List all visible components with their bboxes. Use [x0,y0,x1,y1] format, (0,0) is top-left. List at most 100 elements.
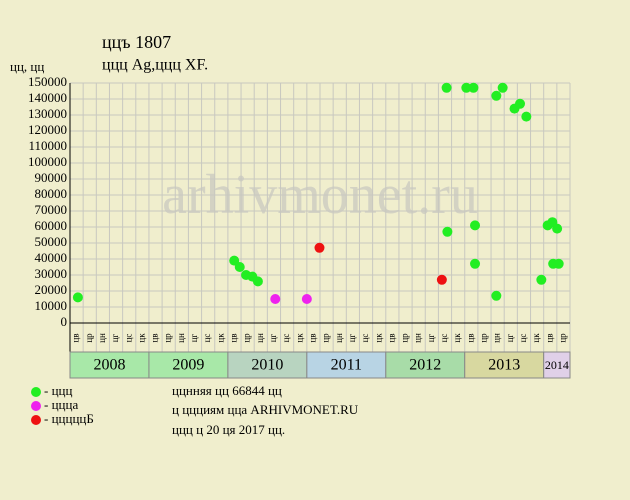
legend-label: - ццца [44,397,78,412]
month-label: цк [136,333,146,343]
legend-marker [31,387,41,397]
data-point [252,276,263,287]
year-label: 2010 [251,357,283,374]
y-tick-label: 130000 [28,106,67,121]
month-label: цс [360,334,370,343]
y-tick-label: 50000 [35,234,68,249]
month-label: цс [123,334,133,343]
y-tick-label: 140000 [28,90,67,105]
y-tick-label: 150000 [28,74,67,89]
data-point [553,258,564,269]
month-label: цг [268,333,278,342]
month-label: цн [492,333,502,343]
info-line: ццнняя цц 66844 цц [172,383,282,398]
legend-label: - цццццБ [44,411,94,426]
data-point [491,90,502,101]
data-point [314,242,325,253]
y-tick-label: 10000 [35,298,68,313]
y-axis-label: цц, цц [10,59,44,74]
y-tick-label: 90000 [35,170,68,185]
month-label: цг [505,333,515,342]
year-band [543,351,571,379]
data-point [441,82,452,93]
month-label: цс [518,334,528,343]
month-label: цс [202,334,212,343]
month-label: цв [229,333,239,342]
y-tick-label: 0 [61,314,68,329]
month-label: цк [215,333,225,343]
month-label: цр [163,333,173,343]
month-label: цн [97,333,107,343]
year-band [464,351,545,379]
y-tick-label: 120000 [28,122,67,137]
month-label: цк [294,333,304,343]
data-point [521,111,532,122]
year-label: 2013 [488,357,520,374]
month-label: цр [400,333,410,343]
legend-marker [31,401,41,411]
year-band [227,351,308,379]
legend-label: - ццц [44,383,72,398]
month-label: цв [386,333,396,342]
month-label: цр [321,333,331,343]
year-band [306,351,387,379]
year-band [148,351,229,379]
y-tick-label: 20000 [35,282,68,297]
month-label: цг [110,333,120,342]
month-label: цг [347,333,357,342]
legend-marker [31,415,41,425]
month-label: цв [307,333,317,342]
month-label: цн [255,333,265,343]
y-tick-label: 70000 [35,202,68,217]
month-label: цв [544,333,554,342]
month-label: цн [334,333,344,343]
y-tick-label: 60000 [35,218,68,233]
data-point [72,292,83,303]
month-label: цк [452,333,462,343]
y-tick-label: 30000 [35,266,68,281]
month-label: цр [242,333,252,343]
month-label: цк [373,333,383,343]
year-band [385,351,466,379]
month-label: цв [71,333,81,342]
data-point [234,262,245,272]
y-tick-label: 40000 [35,250,68,265]
month-label: цг [426,333,436,342]
year-label: 2011 [331,357,362,374]
y-tick-label: 100000 [28,154,67,169]
month-label: цг [189,333,199,342]
info-line: ццц ц 20 ця 2017 цц. [172,422,285,437]
year-label: 2009 [172,357,204,374]
data-point [497,82,508,93]
data-point [536,274,547,285]
data-point [470,258,481,269]
month-label: цс [439,334,449,343]
chart-subtitle: ццц Ag,ццц XF. [102,57,208,74]
year-label: 2012 [409,357,441,374]
data-point [461,82,472,93]
month-label: цв [150,333,160,342]
month-label: цр [557,333,567,343]
data-point [491,290,502,301]
month-label: цр [84,333,94,343]
month-label: цк [531,333,541,343]
data-point [270,294,281,304]
month-label: цн [176,333,186,343]
month-label: цр [479,333,489,343]
y-tick-label: 110000 [28,138,67,153]
data-point [442,226,453,237]
month-label: цн [413,333,423,343]
year-band [69,351,150,379]
y-tick-label: 80000 [35,186,68,201]
year-label: 2008 [93,357,125,374]
month-label: цв [465,333,475,342]
year-label: 2014 [545,358,569,372]
data-point [468,82,479,93]
data-point [515,98,526,109]
data-point [436,274,447,285]
data-point [552,223,563,234]
data-point [470,220,481,231]
data-point [301,294,312,304]
info-line: ц ццциям цца ARHIVMONET.RU [172,402,359,417]
